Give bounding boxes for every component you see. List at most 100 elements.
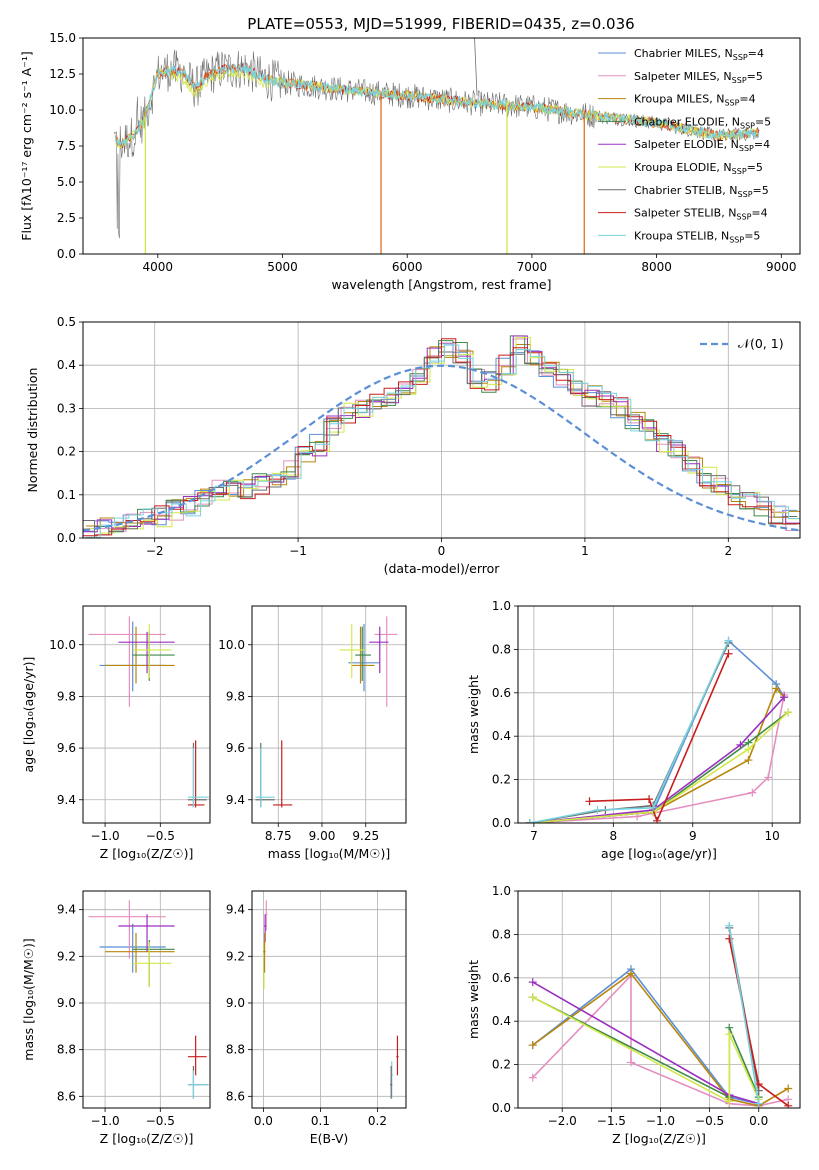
x-tick-label: −1 [289,544,307,558]
x-tick-label: 9.25 [352,829,379,843]
x-tick-label: −1.5 [597,1114,626,1128]
x-tick-label: 9000 [766,260,797,274]
y-tick-label: 1.0 [492,884,511,898]
plot-area-spectrum [113,38,760,254]
axes-frame [82,321,801,539]
x-tick-label: 0.2 [368,1114,387,1128]
histogram-chabrier-stelib [83,351,798,536]
y-tick-label: 12.5 [49,67,76,81]
axes-frame [251,605,407,824]
series-chabrier-miles [532,967,759,1105]
y-tick-label: 2.5 [57,211,76,225]
x-axis-label: Z [log₁₀(Z/Z☉)] [100,846,194,861]
x-tick-label: 10 [765,829,780,843]
y-tick-label: 1.0 [492,599,511,613]
series-kroupa-elodie [532,996,760,1103]
y-tick-label: 0.2 [492,1058,511,1072]
marker-point [626,1058,635,1067]
y-tick-label: 0.8 [492,927,511,941]
legend-label: Chabrier ELODIE, NSSP=5 [634,115,771,130]
marker-point [736,740,745,749]
marker-point [626,969,635,978]
x-tick-label: 0.0 [749,1114,768,1128]
series-salpeter-elodie [529,696,785,823]
x-tick-label: −1.0 [91,1114,120,1128]
x-tick-label: 6000 [392,260,423,274]
axes-frame [251,890,407,1109]
y-tick-label: 0.1 [57,488,76,502]
legend-label: Kroupa MILES, NSSP=4 [634,93,756,108]
x-tick-label: 8000 [641,260,672,274]
x-tick-label: 0.1 [311,1114,330,1128]
y-tick-label: 9.4 [226,793,245,807]
spectrum-model-kroupa-stelib [114,62,760,147]
x-axis-label: E(B-V) [310,1131,349,1146]
y-tick-label: 9.6 [57,741,76,755]
x-tick-label: −1.0 [91,829,120,843]
y-tick-label: 9.8 [57,689,76,703]
x-tick-label: 0 [438,544,446,558]
legend-label: Salpeter MILES, NSSP=5 [634,70,763,85]
marker-point [725,921,734,930]
y-tick-label: 0.6 [492,971,511,985]
x-axis-label: age [log₁₀(age/yr)] [601,846,717,861]
y-axis-label: Normed distribution [25,368,40,493]
plot-area-mass-vs-EBV [252,891,406,1108]
legend-label: Salpeter STELIB, NSSP=4 [634,207,768,222]
plot-area-mass-vs-Z [83,891,210,1108]
y-tick-label: 0.4 [492,1014,511,1028]
series-kroupa-elodie [529,711,789,823]
y-tick-label: 7.5 [57,139,76,153]
legend-label: Salpeter ELODIE, NSSP=4 [634,138,770,153]
y-tick-label: 0.4 [492,729,511,743]
axes-mass-vs-Z: −1.0 −0.5 8.6 8.8 9.0 9.2 9.4 Z [log₁₀(Z/Z☉)] ma… [21,890,211,1146]
marker-point [748,788,757,797]
plot-area-massweight-vs-Z [518,891,800,1108]
x-tick-label: 7 [530,829,538,843]
marker-point [772,684,781,693]
spectrum-emission-line [474,38,478,96]
marker-point [724,636,733,645]
y-tick-label: 9.0 [226,996,245,1010]
legend-label-normal: 𝒩(0, 1) [738,336,784,351]
marker-point [744,745,753,754]
x-tick-label: 9.00 [309,829,336,843]
y-axis-label: mass weight [466,960,481,1039]
x-tick-label: 8.75 [265,829,292,843]
histogram-chabrier-elodie [83,335,798,538]
axes-age-vs-Z: −1.0 −0.5 9.4 9.6 9.8 10.0 Z [log₁₀(Z/Z☉)] age … [21,605,211,861]
x-tick-label: −0.5 [695,1114,724,1128]
marker-point [784,1101,793,1108]
marker-point [528,993,537,1002]
series-kroupa-stelib [529,640,730,823]
axes-massweight-vs-Z: −2.0 −1.5 −1.0 −0.5 0.0 0.0 0.2 0.4 0.6 0.8 1.0 Z [… [466,884,801,1146]
y-tick-label: 0.5 [57,315,76,329]
legend-label: Kroupa ELODIE, NSSP=5 [634,161,763,176]
y-axis-label: mass [log₁₀(M/M☉)] [21,938,36,1060]
y-tick-label: 10.0 [49,103,76,117]
axes-residuals: −2 −1 0 1 2 0.0 0.1 0.2 0.3 0.4 0.5 (data-model)/er… [25,315,801,576]
y-tick-label: 9.4 [226,903,245,917]
y-tick-label: 15.0 [49,31,76,45]
x-tick-label: 0.0 [254,1114,273,1128]
marker-point [744,756,753,765]
x-tick-label: 4000 [143,260,174,274]
y-tick-label: 9.4 [57,793,76,807]
axes-mass-vs-EBV: 0.0 0.1 0.2 8.6 8.8 9.0 9.2 9.4 E(B-V) [226,890,407,1146]
marker-point [525,819,534,823]
x-tick-label: −2.0 [548,1114,577,1128]
legend-spectrum: Chabrier MILES, NSSP=4 Salpeter MILES, NS… [598,47,771,244]
plot-area-age-vs-Z [83,606,210,823]
y-tick-label: 8.6 [57,1089,76,1103]
y-tick-label: 10.0 [218,638,245,652]
x-tick-label: 2 [724,544,732,558]
marker-point [764,773,773,782]
legend-label: Chabrier STELIB, NSSP=5 [634,184,769,199]
marker-point [724,649,733,658]
y-tick-label: 10.0 [49,638,76,652]
x-tick-label: 8 [610,829,618,843]
plot-layer: 4000 5000 6000 7000 8000 90000.02.55.07.510.0… [19,31,801,1146]
series-kroupa-stelib [728,925,760,1104]
y-tick-label: 0.3 [57,401,76,415]
